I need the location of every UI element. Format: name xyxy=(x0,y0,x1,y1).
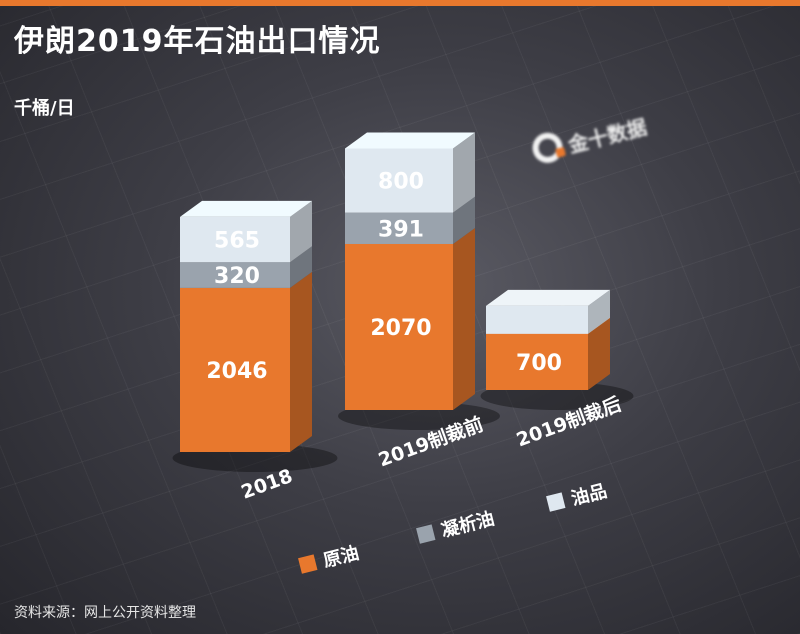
bar-products-front xyxy=(345,148,453,213)
value-label-crude: 700 xyxy=(516,351,562,376)
bar-crude-side xyxy=(588,317,610,390)
legend-label-crude: 原油 xyxy=(321,542,362,572)
bar-products-top xyxy=(180,200,312,217)
bar-crude-side xyxy=(453,227,475,410)
bar-crude-front xyxy=(345,243,453,410)
chart-title: 伊朗2019年石油出口情况 xyxy=(14,24,381,59)
bar-crude-front xyxy=(180,287,290,452)
bar-condensate-side xyxy=(453,196,475,244)
bar-products-side xyxy=(290,200,312,263)
bar-crude-side xyxy=(290,271,312,452)
value-label-condensate: 391 xyxy=(378,217,424,242)
legend-label-condensate: 凝析油 xyxy=(439,508,497,542)
source-note: 资料来源：网上公开资料整理 xyxy=(14,605,196,621)
bar-products-side xyxy=(453,132,475,213)
bar-cap-front xyxy=(486,305,588,334)
value-label-products: 565 xyxy=(214,229,260,254)
legend-swatch-condensate xyxy=(416,524,436,544)
value-label-crude: 2070 xyxy=(370,316,431,341)
legend-item-condensate: 凝析油 xyxy=(415,505,497,549)
legend-swatch-products xyxy=(546,492,566,512)
bar-crude-front xyxy=(486,333,588,390)
bar-condensate-front xyxy=(180,262,290,288)
legend: 原油 凝析油 油品 xyxy=(297,481,609,587)
bar-condensate-side xyxy=(290,246,312,288)
legend-swatch-crude xyxy=(298,554,318,574)
bar-products-top xyxy=(345,132,475,149)
accent-bar xyxy=(0,0,800,6)
value-label-products: 800 xyxy=(378,170,424,195)
bar-cap-top xyxy=(486,289,610,306)
value-label-condensate: 320 xyxy=(214,264,260,289)
bar-cap-side xyxy=(588,289,610,334)
value-label-crude: 2046 xyxy=(206,359,267,384)
bar-products-front xyxy=(180,216,290,263)
legend-item-crude: 原油 xyxy=(297,539,362,579)
unit-label: 千桶/日 xyxy=(14,98,75,119)
bar-condensate-front xyxy=(345,212,453,244)
